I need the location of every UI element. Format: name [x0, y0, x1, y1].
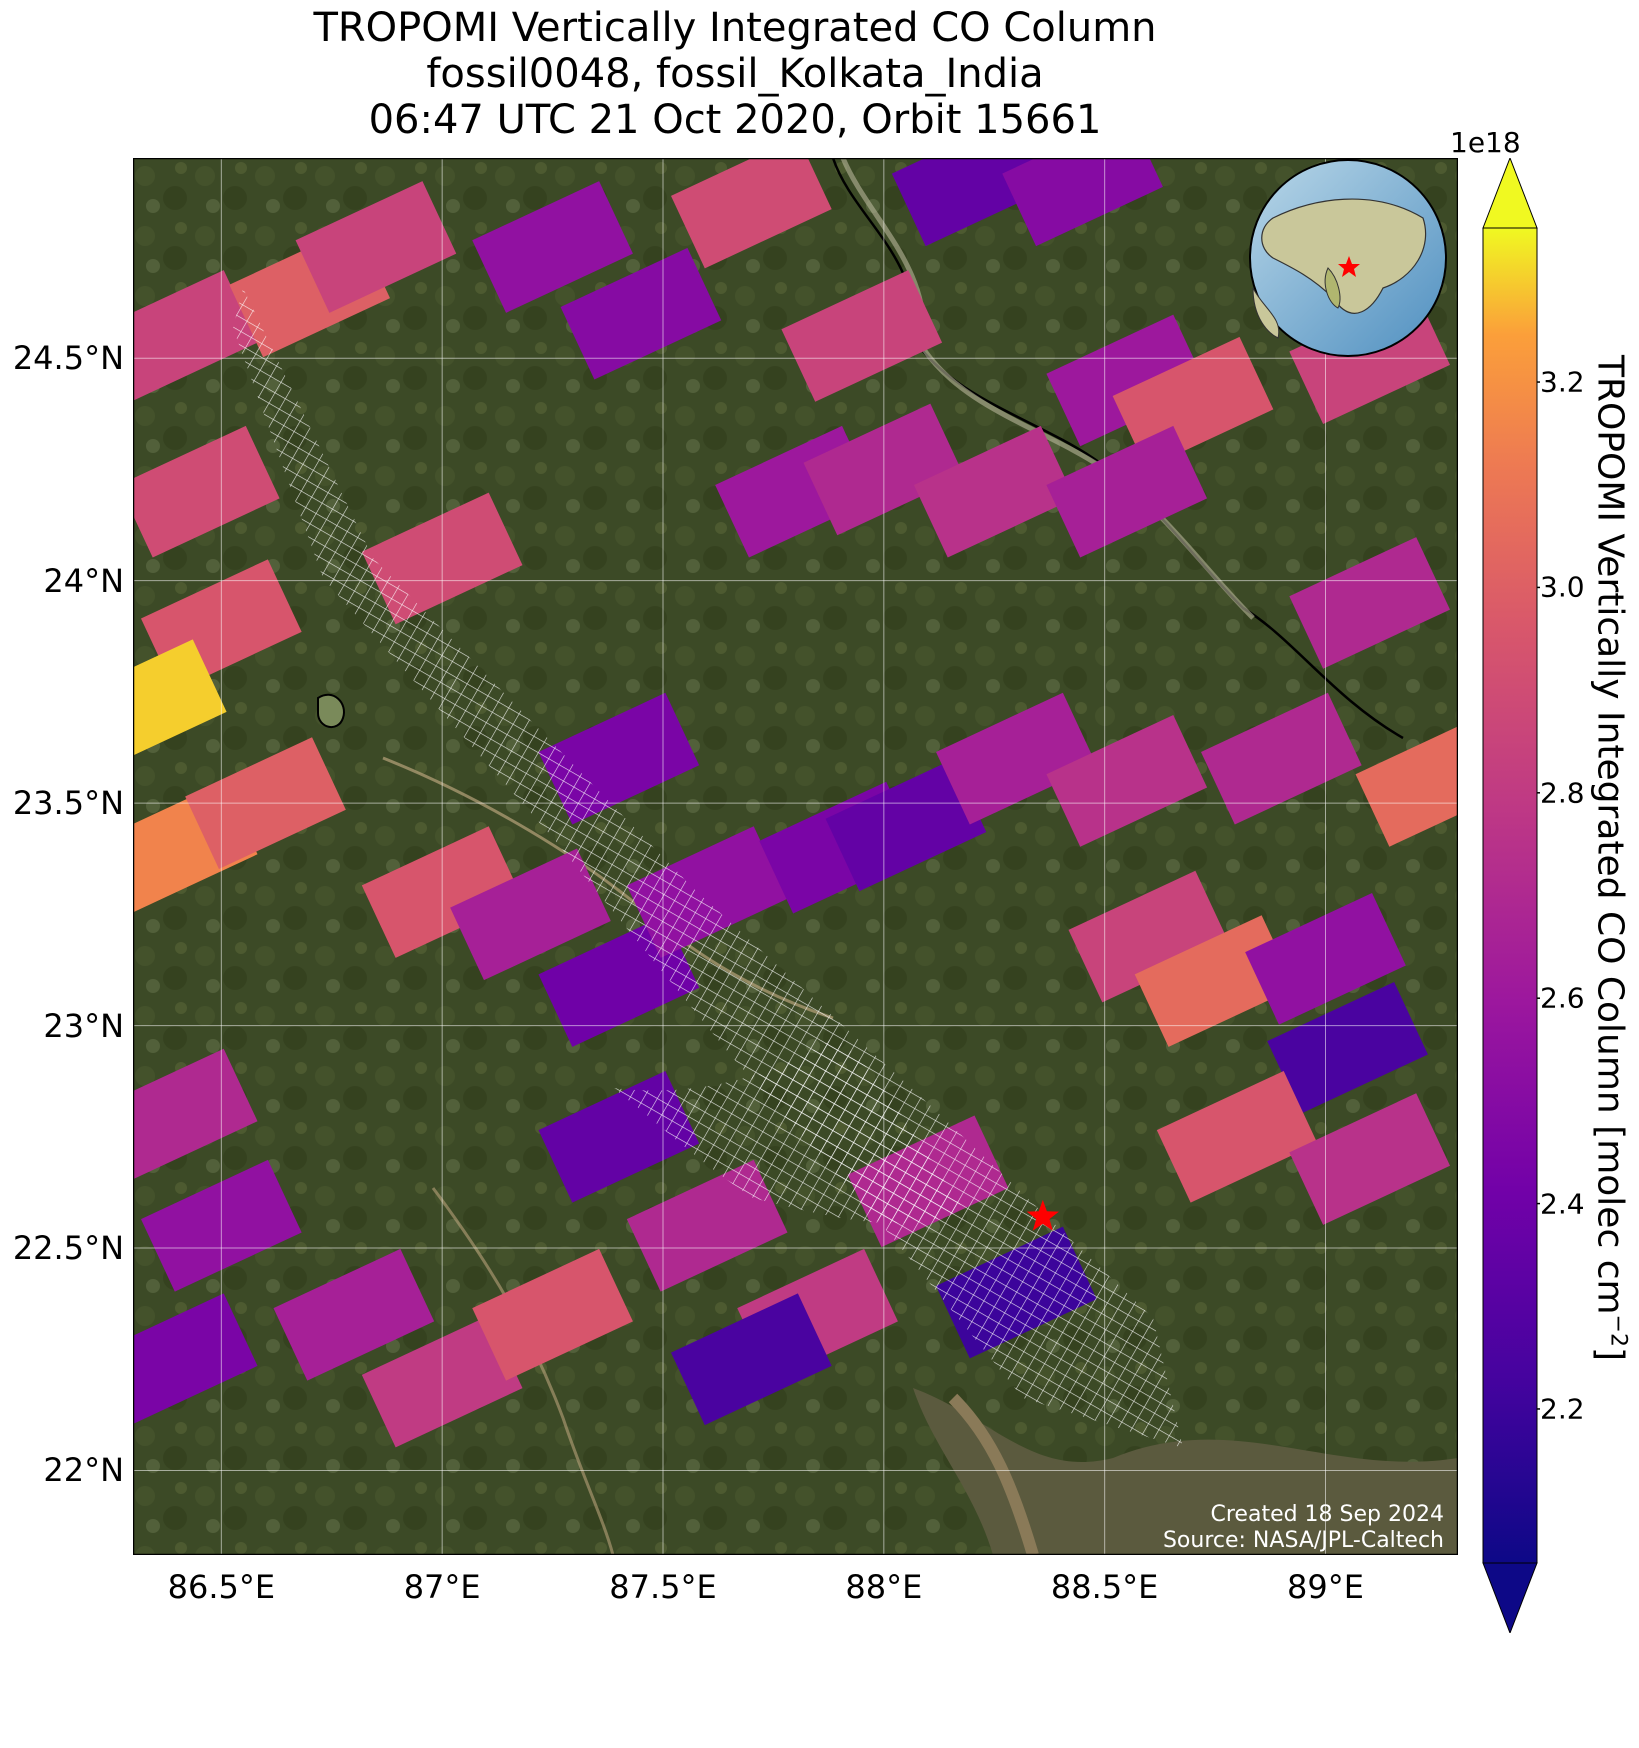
chart-title-line3: 06:47 UTC 21 Oct 2020, Orbit 15661 [368, 97, 1102, 143]
colorbar-tickmarks [1537, 381, 1540, 1410]
gridlines [133, 158, 1458, 1555]
ganges-riverbed [840, 158, 1255, 620]
chart-title-line1: TROPOMI Vertically Integrated CO Column [313, 5, 1157, 51]
co-pixel [1046, 314, 1208, 447]
co-pixel [825, 759, 987, 892]
co-pixel [1355, 715, 1458, 847]
y-tick-label: 23.5°N [12, 784, 124, 823]
colorbar-max-extend [1482, 158, 1538, 229]
chart-title-line2: fossil0048, fossil_Kolkata_India [426, 51, 1044, 97]
colorbar-gradient [1482, 227, 1538, 1564]
colorbar [1482, 158, 1540, 1633]
colorbar-min-extend [1482, 1562, 1538, 1633]
co-pixel [472, 1248, 633, 1381]
x-tick-label: 88°E [845, 1568, 923, 1606]
co-pixel [1289, 537, 1451, 669]
colorbar-tick-label: 3.2 [1540, 365, 1585, 399]
co-pixel [1200, 692, 1362, 825]
co-pixel [1267, 981, 1428, 1114]
lake-outline [317, 693, 345, 728]
co-pixel [133, 1048, 258, 1181]
co-pixel [1046, 715, 1208, 847]
map-frame [133, 158, 1458, 1555]
co-pixel [1002, 158, 1163, 247]
co-pixel [133, 639, 227, 772]
map-panel[interactable] [133, 158, 1458, 1555]
co-pixel [1289, 1093, 1451, 1225]
colorbar-tick-label: 2.8 [1540, 776, 1585, 810]
co-pixel [472, 181, 633, 313]
y-tick-label: 23°N [43, 1006, 124, 1045]
colorbar-label: TROPOMI Vertically Integrated CO Column … [1589, 354, 1631, 1362]
co-pixel [1046, 425, 1208, 558]
y-tick-label: 24.5°N [12, 339, 124, 378]
co-pixel [1068, 870, 1230, 1003]
co-pixel [781, 270, 943, 402]
co-pixel [450, 848, 611, 981]
co-pixel [133, 425, 280, 558]
delta-region [913, 1388, 1458, 1555]
co-pixel [133, 270, 258, 402]
x-tick-label: 88.5°E [1050, 1568, 1159, 1606]
inset-globe [1249, 159, 1447, 357]
y-tick-label: 24°N [43, 561, 124, 600]
inset-globe-star [1338, 256, 1360, 277]
target-swath-layer [233, 288, 1183, 1448]
africa-landmass [1252, 287, 1280, 339]
river-subarnarekha [431, 1187, 615, 1555]
y-tick-label: 22.5°N [12, 1229, 124, 1268]
co-pixel [670, 158, 832, 269]
co-pixel [295, 181, 457, 313]
co-pixel [133, 1293, 258, 1426]
co-pixel [913, 425, 1075, 558]
co-pixel [560, 247, 722, 380]
india-landmass [1324, 267, 1341, 309]
x-tick-label: 89°E [1287, 1568, 1364, 1606]
co-pixel [891, 158, 1053, 247]
co-pixel [935, 692, 1097, 825]
x-tick-label: 87°E [403, 1568, 481, 1606]
colorbar-tick-label: 2.4 [1540, 1187, 1585, 1221]
hooghly-estuary [948, 1393, 1039, 1555]
credit-source: Source: NASA/JPL-Caltech [1162, 1528, 1444, 1553]
co-pixel [1156, 1070, 1318, 1203]
colorbar-exponent: 1e18 [1450, 126, 1521, 159]
asia-landmass [1261, 198, 1427, 314]
target-mode-swath [233, 288, 1183, 1448]
target-site-star [1026, 1199, 1059, 1231]
credit-created: Created 18 Sep 2024 [1210, 1502, 1445, 1527]
x-tick-label: 86.5°E [167, 1568, 276, 1606]
co-pixel [670, 1293, 832, 1426]
colorbar-tick-label: 2.2 [1540, 1392, 1585, 1426]
colorbar-tick-label: 2.6 [1540, 981, 1585, 1015]
y-tick-label: 22°N [43, 1451, 124, 1490]
target-mode-swath-lower [613, 1038, 963, 1224]
map-canvas[interactable] [133, 158, 1458, 1555]
x-tick-label: 87.5°E [609, 1568, 717, 1606]
colorbar-tick-label: 3.0 [1540, 570, 1585, 604]
target-site-star-shape [1026, 1199, 1059, 1231]
co-pixel [273, 1248, 435, 1381]
